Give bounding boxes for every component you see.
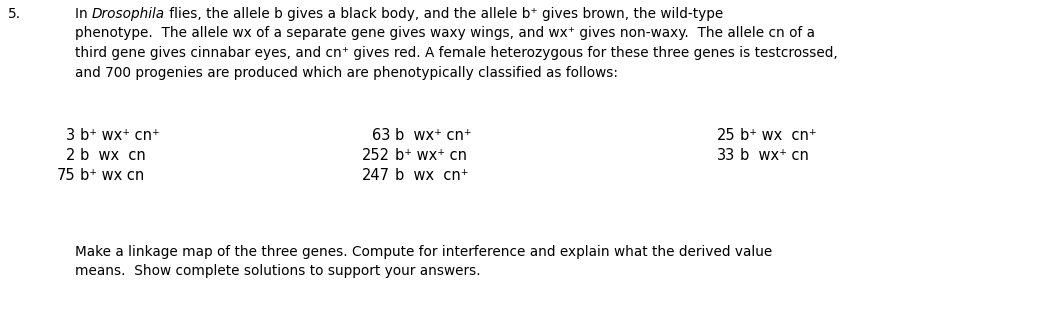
Text: 75: 75 [56, 168, 75, 183]
Text: phenotype.  The allele wx of a separate gene gives waxy wings, and wx⁺ gives non: phenotype. The allele wx of a separate g… [75, 26, 815, 40]
Text: b⁺ wx⁺ cn⁺: b⁺ wx⁺ cn⁺ [80, 128, 159, 143]
Text: b  wx⁺ cn⁺: b wx⁺ cn⁺ [395, 128, 472, 143]
Text: 3: 3 [65, 128, 75, 143]
Text: b⁺ wx⁺ cn: b⁺ wx⁺ cn [395, 148, 467, 163]
Text: means.  Show complete solutions to support your answers.: means. Show complete solutions to suppor… [75, 265, 480, 278]
Text: 252: 252 [362, 148, 390, 163]
Text: Drosophila: Drosophila [92, 7, 165, 21]
Text: third gene gives cinnabar eyes, and cn⁺ gives red. A female heterozygous for the: third gene gives cinnabar eyes, and cn⁺ … [75, 46, 837, 60]
Text: In: In [75, 7, 92, 21]
Text: 247: 247 [362, 168, 390, 183]
Text: Make a linkage map of the three genes. Compute for interference and explain what: Make a linkage map of the three genes. C… [75, 245, 772, 259]
Text: 63: 63 [372, 128, 390, 143]
Text: flies, the allele b gives a black body, and the allele b⁺ gives brown, the wild-: flies, the allele b gives a black body, … [165, 7, 723, 21]
Text: b  wx  cn: b wx cn [80, 148, 146, 163]
Text: 2: 2 [65, 148, 75, 163]
Text: b  wx  cn⁺: b wx cn⁺ [395, 168, 469, 183]
Text: 33: 33 [717, 148, 735, 163]
Text: b⁺ wx cn: b⁺ wx cn [80, 168, 145, 183]
Text: 5.: 5. [8, 7, 21, 21]
Text: and 700 progenies are produced which are phenotypically classified as follows:: and 700 progenies are produced which are… [75, 66, 618, 79]
Text: b  wx⁺ cn: b wx⁺ cn [740, 148, 809, 163]
Text: b⁺ wx  cn⁺: b⁺ wx cn⁺ [740, 128, 816, 143]
Text: 25: 25 [716, 128, 735, 143]
